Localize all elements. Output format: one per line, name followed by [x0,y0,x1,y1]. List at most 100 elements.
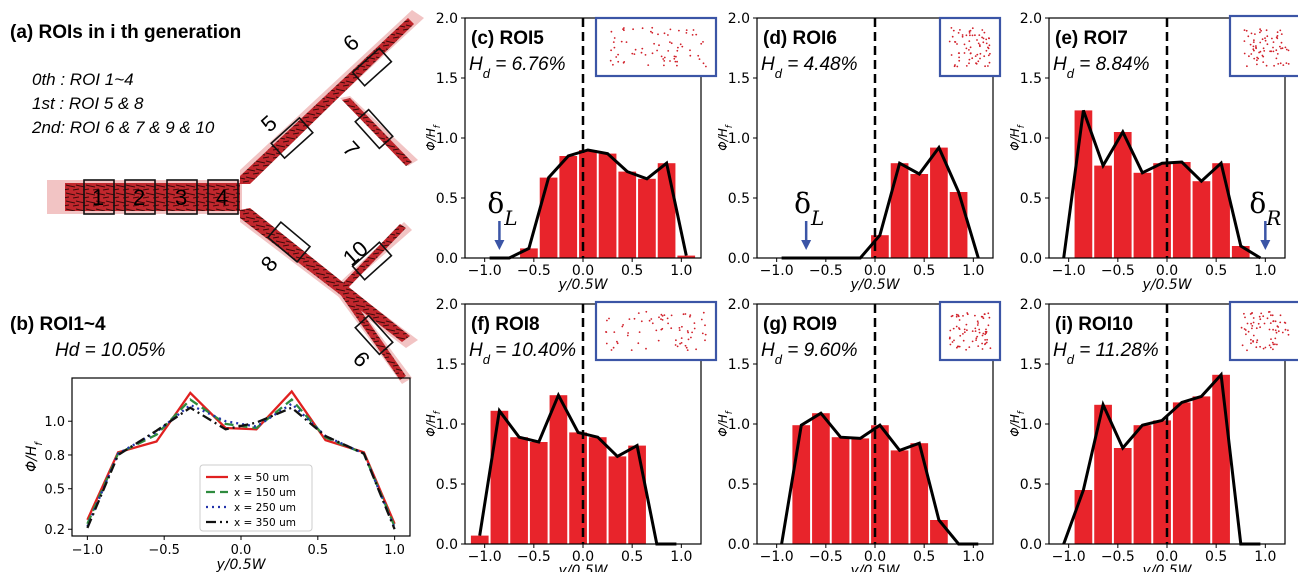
inset-cell-g [977,322,979,324]
xtick-label-c: 0.0 [572,263,594,279]
inset-cell-c [623,29,625,32]
ytick-label-g: 0.0 [728,537,750,553]
inset-cell-i [1268,344,1271,347]
inset-cell-g [974,314,976,317]
xtick-label-b: 0.5 [307,543,328,558]
bar-i-7 [1192,396,1211,544]
series-line-b-0 [86,389,396,525]
inset-cell-f [684,344,687,347]
xtick-label-c: 1.0 [670,263,692,279]
inset-cell-d [965,47,968,50]
legend-label-b-1: x = 150 um [234,487,296,499]
inset-cell-e [1276,53,1279,55]
inset-cell-e [1259,28,1261,31]
panel-a-title: (a) ROIs in i th generation [10,22,241,44]
inset-cell-f [679,342,681,345]
inset-cell-c [631,52,634,55]
inset-cell-i [1256,339,1259,342]
xtick-label-i: −1.0 [1052,549,1086,565]
ytick-label-g: 1.0 [728,417,750,433]
inset-cell-e [1272,50,1275,53]
bar-c-6 [598,153,617,258]
inset-cell-e [1243,40,1246,42]
inset-c [594,16,718,78]
inset-cell-d [987,47,990,50]
xtick-label-i: 0.5 [1205,549,1227,565]
inset-cell-e [1262,61,1265,63]
title-e: (e) ROI7 [1055,28,1128,49]
inset-cell-i [1263,322,1266,325]
inset-cell-d [969,34,971,37]
inset-cell-d [981,29,984,31]
inset-cell-d [971,27,974,30]
cell-stream [65,18,414,380]
ytick-label-i: 1.5 [1020,357,1042,373]
inset-cell-d [982,41,985,44]
inset-cell-g [958,319,961,321]
inset-cell-f [612,346,615,349]
inset-cell-c [610,49,612,52]
inset-cell-f [684,313,687,315]
inset-cell-c [617,60,620,63]
inset-cell-c [698,58,701,60]
inset-cell-f [621,325,624,328]
inset-cell-d [969,52,972,55]
inset-cell-d [968,62,970,65]
inset-cell-d [968,40,971,42]
inset-cell-g [987,312,990,315]
inset-cell-f [689,314,692,316]
inset-cell-d [954,41,956,43]
inset-cell-c [669,41,671,43]
xtick-label-b: 0.0 [231,543,252,558]
inset-cell-d [961,35,964,38]
inset-cell-f [660,318,662,320]
inset-cell-f [633,317,636,320]
inset-cell-g [989,347,992,350]
inset-cell-f [701,332,704,335]
inset-cell-e [1272,41,1275,43]
inset-cell-e [1265,29,1268,32]
inset-cell-e [1275,49,1278,52]
inset-cell-e [1280,47,1282,50]
inset-cell-e [1264,37,1266,39]
annotation-c: δL [487,187,517,230]
inset-cell-d [981,36,983,39]
inset-cell-e [1280,41,1283,44]
series-line-b-3 [86,406,396,530]
ytick-label-i: 0.0 [1020,537,1042,553]
inset-cell-c [691,34,694,36]
inset-cell-g [984,342,987,345]
inset-cell-c [609,59,612,62]
inset-cell-e [1248,55,1250,58]
inset-cell-c [676,49,679,52]
inset-cell-f [605,331,608,333]
inset-cell-i [1246,322,1249,325]
inset-cell-e [1255,45,1257,47]
inset-cell-e [1270,50,1273,53]
roi-label-8: 8 [256,251,283,276]
inset-cell-e [1256,63,1258,66]
inset-cell-g [982,317,985,320]
inset-cell-i [1277,330,1280,333]
bar-c-4 [559,156,578,258]
inset-cell-e [1287,63,1290,65]
ytick-label-f: 1.5 [436,357,458,373]
xtick-label-c: −1.0 [468,263,502,279]
bar-g-6 [890,450,909,544]
inset-cell-c [678,29,680,32]
inset-cell-g [985,341,988,344]
inset-cell-i [1269,346,1272,349]
inset-cell-g [975,339,977,341]
inset-cell-g [975,337,978,340]
inset-frame-i [1228,300,1298,362]
inset-cell-f [645,310,648,313]
bar-e-7 [1192,181,1211,258]
hd-c: Hd = 6.76% [469,54,566,81]
inset-cell-g [981,342,983,345]
inset-cell-c [623,27,625,29]
inset-cell-f [610,349,613,351]
hd-g: Hd = 9.60% [761,340,858,367]
inset-cell-g [981,334,984,337]
inset-cell-e [1262,47,1265,50]
bar-c-9 [657,163,676,258]
